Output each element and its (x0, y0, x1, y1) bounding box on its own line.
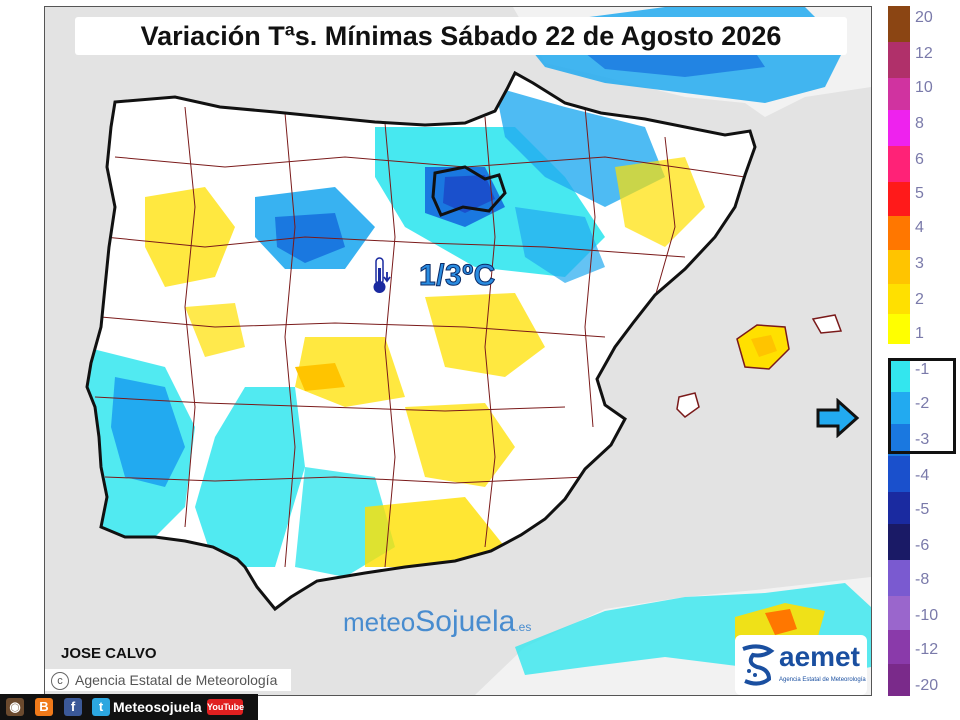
map-panel: Variación Tªs. Mínimas Sábado 22 de Agos… (44, 6, 872, 696)
legend-swatch-3 (888, 250, 910, 284)
color-scale-legend: 20 12 10 8 6 5 4 3 2 1 -1 -2 -3 -4 -5 -6… (888, 0, 960, 700)
legend-label: -12 (915, 641, 939, 658)
legend-swatch-5 (888, 182, 910, 216)
legend-swatch-6 (888, 146, 910, 182)
legend-label: -3 (915, 431, 930, 448)
legend-swatch-neg1 (888, 360, 910, 392)
agency-credit: c Agencia Estatal de Meteorología (45, 669, 291, 691)
map-title: Variación Tªs. Mínimas Sábado 22 de Agos… (75, 17, 847, 55)
arrow-right-icon (816, 398, 860, 438)
author-label: JOSE CALVO (61, 645, 157, 662)
la-rioja-outline (431, 165, 507, 217)
legend-label: -5 (915, 501, 930, 518)
legend-highlight-box (888, 358, 956, 454)
aemet-name: aemet (779, 641, 860, 672)
legend-label: 6 (915, 151, 924, 168)
legend-label: 5 (915, 185, 924, 202)
balearic-islands (676, 314, 843, 418)
legend-swatch-neg2 (888, 392, 910, 424)
iberia-map (45, 7, 871, 695)
copyright-icon: c (51, 672, 69, 691)
legend-label: 12 (915, 45, 933, 62)
legend-swatch-neg8 (888, 560, 910, 596)
province-borders (94, 106, 746, 568)
legend-swatch-20 (888, 6, 910, 42)
legend-swatch-neg3 (888, 424, 910, 456)
instagram-icon[interactable]: ◉ (6, 698, 24, 716)
legend-swatch-neg20 (888, 664, 910, 696)
anomaly-range-label: 1/3ºC (419, 259, 496, 293)
legend-label: 3 (915, 255, 924, 272)
legend-label: 8 (915, 115, 924, 132)
legend-label: -20 (915, 677, 939, 694)
blogger-icon[interactable]: B (35, 698, 53, 716)
legend-swatch-2 (888, 284, 910, 314)
legend-label: -4 (915, 467, 930, 484)
agency-credit-text: Agencia Estatal de Meteorología (75, 672, 278, 688)
legend-label: -6 (915, 537, 930, 554)
legend-label: 2 (915, 291, 924, 308)
legend-label: 1 (915, 325, 924, 342)
legend-swatch-1 (888, 314, 910, 344)
legend-label: 4 (915, 219, 924, 236)
aemet-logo-icon (742, 644, 775, 686)
facebook-icon[interactable]: f (64, 698, 82, 716)
legend-swatch-12 (888, 42, 910, 78)
watermark-part-meteo: meteo (343, 607, 416, 637)
legend-swatch-neg12 (888, 630, 910, 664)
thermometer-down-icon (373, 257, 391, 293)
legend-swatch-neg4 (888, 456, 910, 492)
meteosojuela-watermark: meteoSojuela.es (343, 605, 531, 639)
youtube-icon[interactable]: YouTube (207, 699, 244, 715)
legend-swatch-10 (888, 78, 910, 110)
legend-label: -2 (915, 395, 930, 412)
social-handle[interactable]: Meteosojuela (113, 699, 202, 715)
land-anomaly-field (87, 87, 705, 577)
twitter-icon[interactable]: t (92, 698, 110, 716)
legend-swatch-8 (888, 110, 910, 146)
legend-swatch-neg5 (888, 492, 910, 524)
legend-swatch-neg10 (888, 596, 910, 630)
legend-swatch-neg6 (888, 524, 910, 560)
watermark-part-es: .es (515, 620, 532, 634)
legend-label: -8 (915, 571, 930, 588)
coastline (85, 70, 757, 612)
legend-label: 20 (915, 9, 933, 26)
legend-swatch-4 (888, 216, 910, 250)
aemet-logo: aemet Agencia Estatal de Meteorología (735, 635, 867, 695)
watermark-part-sojuela: Sojuela (415, 605, 516, 638)
legend-label: 10 (915, 79, 933, 96)
aemet-subtitle: Agencia Estatal de Meteorología (779, 677, 866, 683)
legend-label: -1 (915, 361, 930, 378)
social-bar: ◉ B f t Meteosojuela YouTube (0, 694, 258, 720)
legend-label: -10 (915, 607, 939, 624)
